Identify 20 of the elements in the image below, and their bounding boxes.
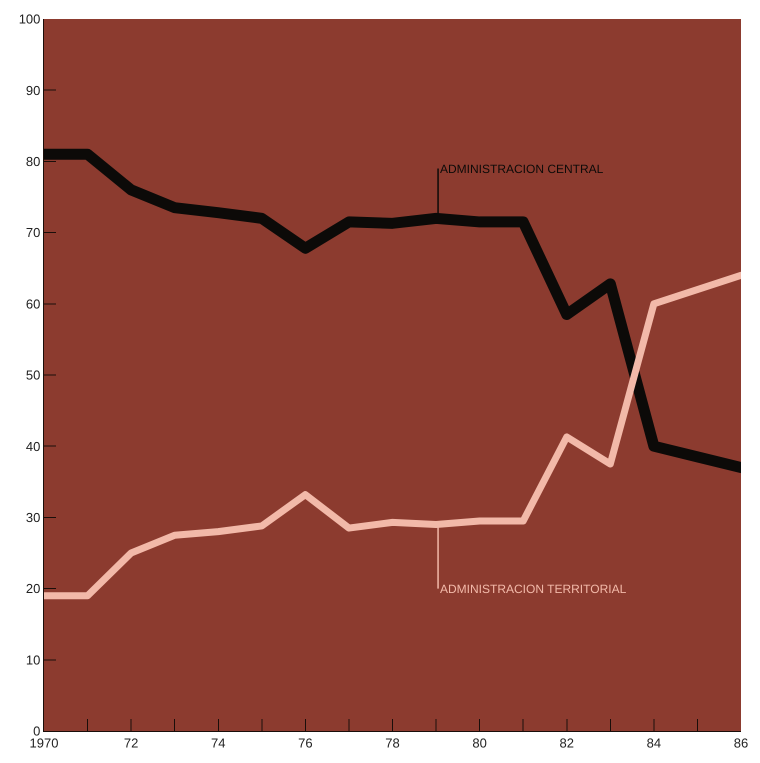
x-tick-label: 86 [734,736,748,751]
y-tick-label: 80 [26,154,40,169]
y-tick-label: 60 [26,296,40,312]
x-tick-label: 82 [560,736,574,751]
y-tick-label: 100 [18,12,40,27]
y-tick-label: 20 [26,581,40,596]
x-tick-label: 84 [646,736,662,751]
text: ADMINISTRACION TERRITORIAL [440,582,627,596]
y-tick-label: 30 [26,510,40,525]
x-tick-label: 80 [472,736,487,751]
x-tick-label: 72 [124,736,138,751]
text: ADMINISTRACION CENTRAL [440,162,604,176]
y-tick-label: 40 [26,438,40,454]
y-tick-label: 90 [26,82,40,98]
x-tick-label: 78 [385,736,400,751]
y-tick-label: 50 [26,368,40,383]
x-tick-label: 74 [211,736,226,751]
x-tick-label: 76 [298,736,313,751]
y-tick-label: 10 [26,652,40,668]
y-tick-label: 70 [26,225,40,240]
